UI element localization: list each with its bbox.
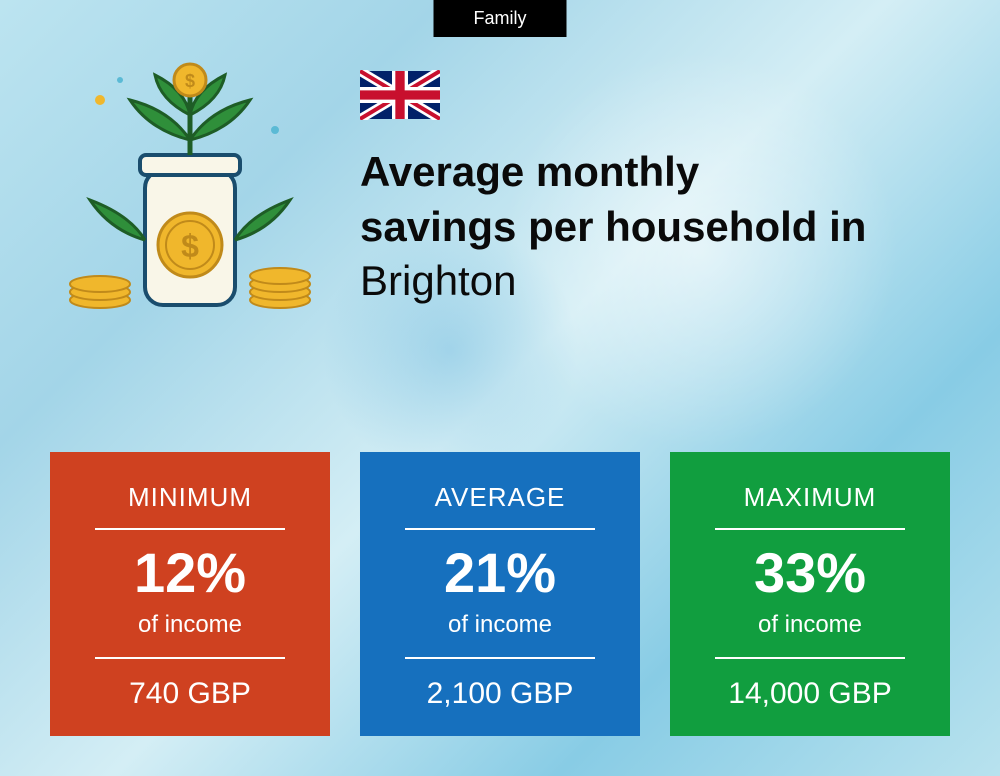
- uk-flag-icon: [360, 70, 440, 120]
- card-maximum: MAXIMUM 33% of income 14,000 GBP: [670, 452, 950, 736]
- title-block: Average monthly savings per household in…: [360, 60, 940, 309]
- hero-section: $ $: [60, 60, 940, 320]
- card-label: MAXIMUM: [715, 482, 905, 530]
- svg-text:$: $: [181, 228, 199, 264]
- title-line-2: savings per household in: [360, 203, 866, 250]
- card-amount: 2,100 GBP: [380, 677, 620, 711]
- stat-cards: MINIMUM 12% of income 740 GBP AVERAGE 21…: [50, 452, 950, 736]
- card-label: MINIMUM: [95, 482, 285, 530]
- card-amount: 14,000 GBP: [690, 677, 930, 711]
- svg-text:$: $: [185, 71, 195, 91]
- card-sub: of income: [405, 601, 595, 659]
- card-average: AVERAGE 21% of income 2,100 GBP: [360, 452, 640, 736]
- card-amount: 740 GBP: [70, 677, 310, 711]
- city-name: Brighton: [360, 257, 516, 304]
- savings-illustration: $ $: [60, 60, 320, 320]
- coin-stack-left-icon: [70, 276, 130, 308]
- card-label: AVERAGE: [405, 482, 595, 530]
- card-sub: of income: [715, 601, 905, 659]
- card-percent: 21%: [380, 545, 620, 601]
- card-percent: 12%: [70, 545, 310, 601]
- title-line-1: Average monthly: [360, 148, 699, 195]
- card-percent: 33%: [690, 545, 930, 601]
- coin-stack-right-icon: [250, 268, 310, 308]
- category-tag: Family: [434, 0, 567, 37]
- page-title: Average monthly savings per household in…: [360, 145, 940, 309]
- card-sub: of income: [95, 601, 285, 659]
- card-minimum: MINIMUM 12% of income 740 GBP: [50, 452, 330, 736]
- jar-icon: $: [140, 155, 240, 305]
